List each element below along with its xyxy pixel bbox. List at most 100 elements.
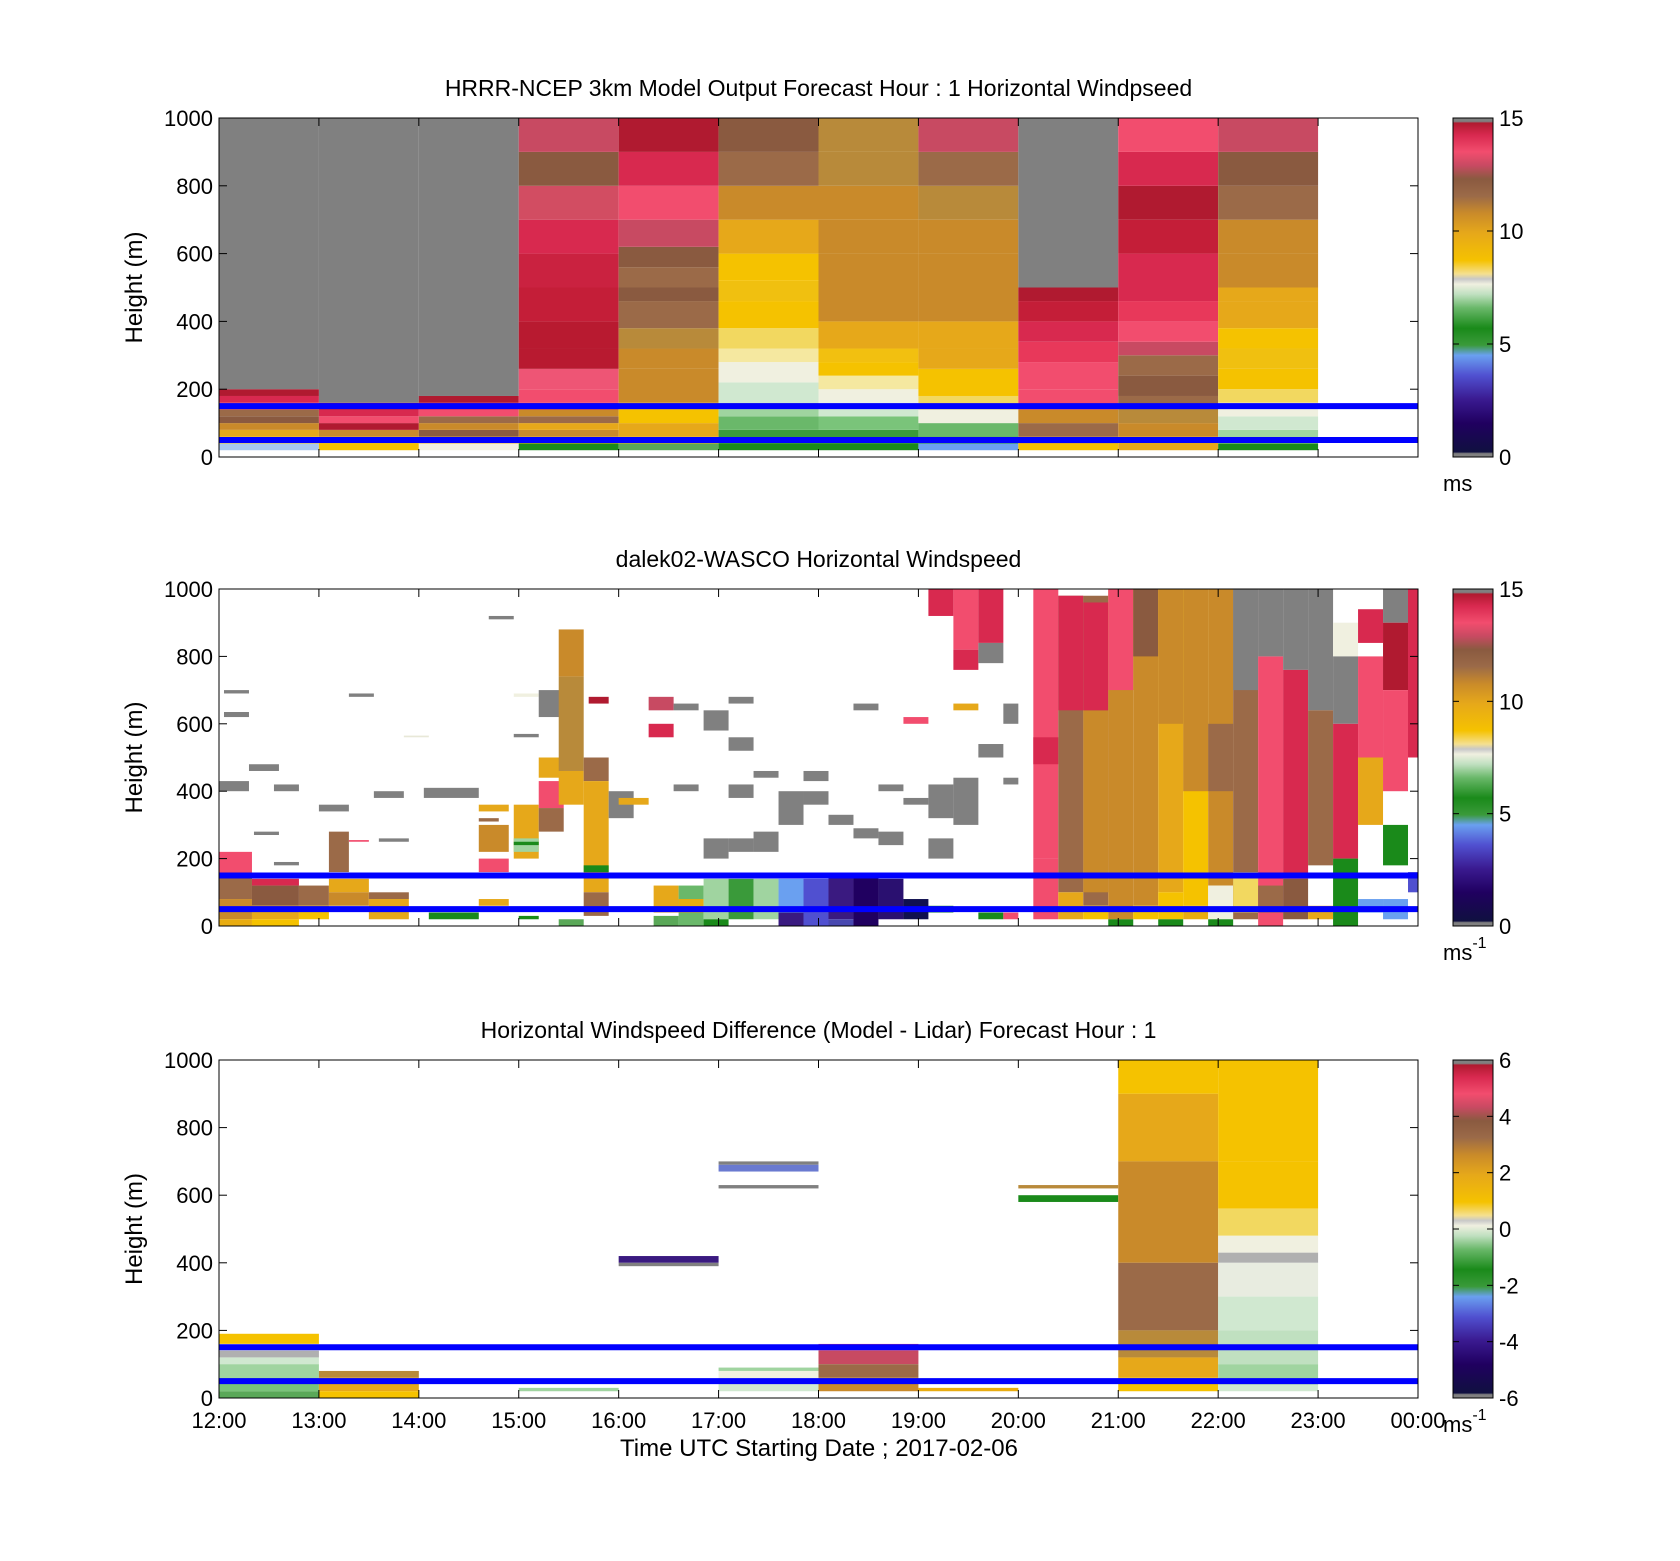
heatmap-cell <box>1018 409 1119 424</box>
heatmap-cell <box>1218 1060 1319 1162</box>
heatmap-cell <box>219 389 319 396</box>
heatmap-cell <box>1218 1252 1319 1263</box>
heatmap-cell <box>778 791 804 825</box>
heatmap-cell <box>1218 151 1319 186</box>
heatmap-cell <box>1218 443 1319 451</box>
heatmap-cell <box>378 838 409 842</box>
heatmap-cell <box>518 915 539 920</box>
x-tick-label: 18:00 <box>791 1408 846 1433</box>
heatmap-cell <box>818 118 919 152</box>
heatmap-cell <box>818 185 919 220</box>
heatmap-cell <box>1118 185 1219 220</box>
heatmap-cell <box>219 1364 319 1378</box>
heatmap-cell <box>828 875 854 920</box>
heatmap-cell <box>1118 1093 1219 1162</box>
heatmap-cell <box>583 865 609 873</box>
heatmap-cell <box>368 892 409 900</box>
heatmap-cell <box>518 423 619 430</box>
heatmap-cell <box>318 423 419 430</box>
heatmap-cell <box>728 838 754 852</box>
colorbar <box>1452 588 1494 927</box>
heatmap-cell <box>1083 602 1109 711</box>
heatmap-cell <box>918 443 1019 451</box>
x-tick-label: 21:00 <box>1091 1408 1146 1433</box>
heatmap-cell <box>1058 595 1084 711</box>
heatmap-cell <box>1018 321 1119 342</box>
heatmap-cell <box>518 416 619 424</box>
heatmap-cell <box>1183 589 1209 792</box>
heatmap-cell <box>1118 1060 1219 1094</box>
heatmap-cell <box>618 267 719 288</box>
heatmap-cell <box>219 118 319 390</box>
heatmap-cell <box>219 429 319 437</box>
heatmap-cell <box>538 808 564 832</box>
heatmap-cell <box>818 375 919 390</box>
heatmap-cell <box>818 450 919 457</box>
heatmap-cell <box>903 717 929 724</box>
colorbar-tick-label: 0 <box>1499 445 1511 470</box>
heatmap-cell <box>219 423 319 430</box>
heatmap-cell <box>918 185 1019 220</box>
heatmap-cell <box>518 368 619 390</box>
heatmap-cell <box>718 362 819 383</box>
x-axis-label: Time UTC Starting Date ; 2017-02-06 <box>620 1435 1018 1462</box>
heatmap-cell <box>1408 589 1418 758</box>
heatmap-cell <box>818 348 919 363</box>
x-tick-label: 15:00 <box>491 1408 546 1433</box>
heatmap-cells <box>219 589 1418 926</box>
heatmap-cell <box>818 151 919 186</box>
heatmap-cell <box>1218 1262 1319 1297</box>
heatmap-cell <box>219 875 252 900</box>
heatmap-cell <box>518 409 619 417</box>
heatmap-cell <box>373 791 404 798</box>
heatmap-cell <box>1118 1357 1219 1378</box>
heatmap-cell <box>1118 1161 1219 1263</box>
heatmap-cell <box>1003 912 1019 920</box>
heatmap-cell <box>718 1367 819 1371</box>
heatmap-cell <box>728 784 754 798</box>
colorbar-unit: ms <box>1443 471 1472 496</box>
heatmap-cell <box>648 696 674 711</box>
heatmap-cell <box>818 443 919 451</box>
heatmap-cell <box>219 1357 319 1365</box>
heatmap-cell <box>219 1350 319 1358</box>
heatmap-cell <box>618 246 719 268</box>
heatmap-cell <box>718 280 819 302</box>
heatmap-cell <box>219 1333 319 1344</box>
colorbar-unit-exponent: -1 <box>1472 935 1486 952</box>
heatmap-cell <box>978 912 1004 920</box>
heatmap-cell <box>918 368 1019 396</box>
heatmap-cell <box>718 219 819 254</box>
heatmap-cell <box>518 118 619 152</box>
heatmap-cell <box>251 919 299 926</box>
heatmap-cell <box>1333 622 1359 657</box>
heatmap-cell <box>219 409 319 417</box>
heatmap-cell <box>853 875 879 926</box>
heatmap-cell <box>918 287 1019 322</box>
y-tick-label: 600 <box>176 242 213 267</box>
colorbar <box>1452 117 1494 458</box>
heatmap-cell <box>828 919 854 926</box>
heatmap-cell <box>1118 301 1219 322</box>
heatmap-cell <box>618 301 719 329</box>
heatmap-cell <box>318 450 419 457</box>
heatmap-cell <box>673 784 699 792</box>
heatmap-cell <box>1218 348 1319 369</box>
heatmap-cell <box>618 328 719 349</box>
heatmap-cell <box>778 912 804 926</box>
heatmap-cell <box>1333 656 1359 724</box>
heatmap-cell <box>718 1185 819 1189</box>
heatmap-cell <box>1218 219 1319 254</box>
heatmap-cell <box>1118 118 1219 152</box>
heatmap-cell <box>703 919 729 926</box>
heatmap-cell <box>219 781 249 792</box>
heatmap-cell <box>223 712 249 718</box>
y-tick-label: 800 <box>176 174 213 199</box>
panel-model-windspeed: 0 200 400 600 800 1000 Height (m) HRRR-NCEP 3km… <box>121 75 1523 496</box>
heatmap-cell <box>953 649 979 670</box>
heatmap-cell <box>1218 185 1319 220</box>
heatmap-cell <box>538 757 564 778</box>
y-tick-label: 600 <box>176 1183 213 1208</box>
heatmap-cell <box>318 118 419 403</box>
